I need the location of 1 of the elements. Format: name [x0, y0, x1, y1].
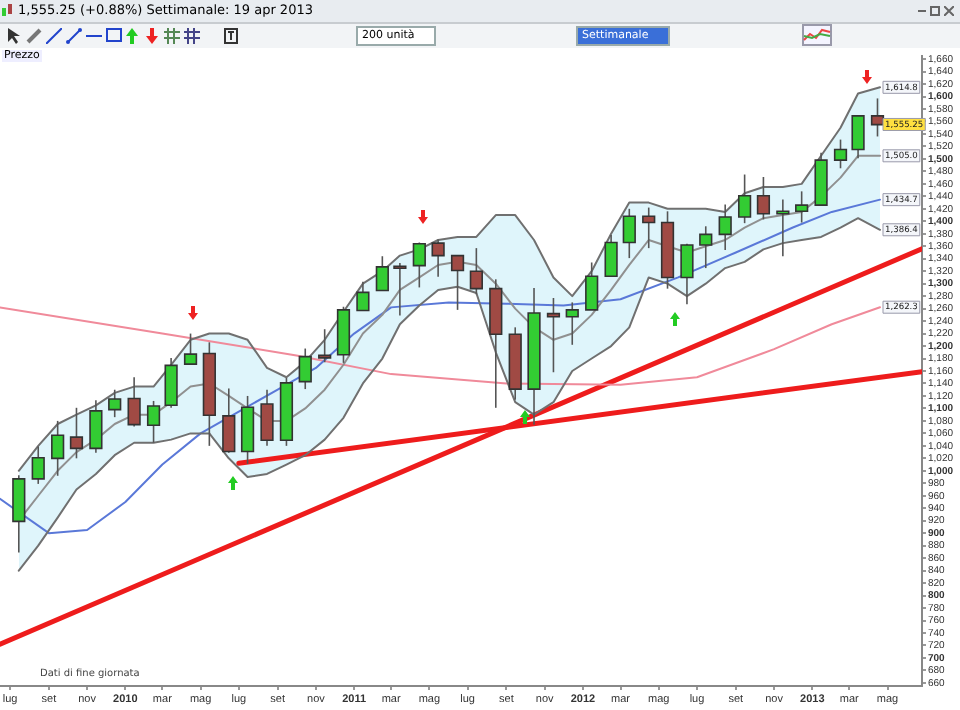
- candlestick: [336, 305, 351, 364]
